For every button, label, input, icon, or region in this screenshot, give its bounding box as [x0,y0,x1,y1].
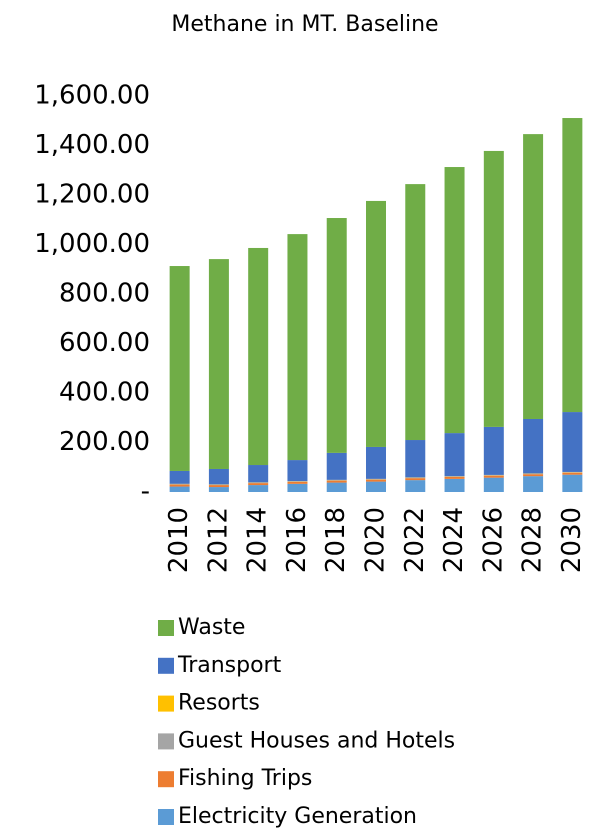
bar-segment [287,460,308,482]
y-tick-label: 400.00 [59,378,150,408]
bar-segment [523,474,544,477]
x-tick-label: 2018 [321,507,351,573]
legend-label: Transport [177,653,282,678]
bar-segment [248,465,269,483]
y-tick-label: 1,200.00 [34,180,150,210]
legend-swatch [158,733,174,750]
y-tick-label: - [141,477,150,507]
x-tick-label: 2024 [439,507,469,573]
bar-segment [366,479,386,482]
y-tick-label: 1,600.00 [34,81,150,111]
bar-segment [287,483,308,492]
x-tick-label: 2012 [203,507,233,573]
bar-segment [248,485,269,492]
bar-segment [562,118,583,413]
bar-segment [326,482,347,492]
y-tick-label: 1,000.00 [34,229,150,259]
x-tick-label: 2010 [164,507,194,573]
bar-segment [287,481,308,484]
bar-segment [208,468,229,485]
y-tick-label: 200.00 [59,427,150,457]
bar-segment [326,218,347,453]
bar-segment [523,476,544,492]
bar-segment [169,266,190,471]
bar-segment [444,433,465,477]
x-tick-label: 2030 [557,507,587,573]
x-tick-label: 2016 [282,507,312,573]
bar-segment [483,477,504,492]
bar-segment [366,446,386,479]
y-tick-label: 800.00 [59,279,150,309]
legend-swatch [158,620,174,636]
bar-segment [287,234,308,461]
bar-segment [248,483,269,486]
bar-segment [366,481,386,492]
bar-segment [326,480,347,483]
bar-segment [248,247,269,466]
legend-label: Guest Houses and Hotels [178,728,455,753]
bar-segment [208,485,229,488]
x-tick-label: 2026 [478,507,508,573]
bar-segment [483,475,504,478]
bar-segment [562,474,583,492]
chart-title: Methane in MT. Baseline [171,12,438,37]
legend-label: Waste [178,615,245,640]
bar-segment [444,476,465,479]
legend-swatch [158,657,174,674]
bar-segment [483,150,504,427]
legend-swatch [158,771,174,788]
legend-label: Fishing Trips [178,766,312,791]
bar-segment [169,486,190,492]
bar-segment [169,470,190,484]
bar-segment [523,418,544,474]
legend-swatch [158,809,174,825]
bar-segment [444,478,465,492]
legend-swatch [158,695,174,712]
bar-segment [523,134,544,419]
x-tick-label: 2014 [243,507,273,573]
bar-segment [405,184,426,441]
bar-segment [405,478,426,481]
x-tick-label: 2020 [361,507,391,573]
bar-segment [169,484,190,487]
bar-segment [405,480,426,492]
y-tick-label: 1,400.00 [34,130,150,160]
bar-segment [208,259,229,469]
y-tick-label: 600.00 [59,328,150,358]
bar-segment [483,426,504,475]
bar-segment [562,472,583,475]
legend-label: Electricity Generation [178,804,417,829]
bar-segment [366,200,386,447]
legend-label: Resorts [178,691,260,716]
bar-segment [405,440,426,478]
bar-segment [208,487,229,492]
x-tick-label: 2028 [518,507,548,573]
bar-segment [326,452,347,480]
bar-segment [562,412,583,472]
x-tick-label: 2022 [400,507,430,573]
bar-segment [444,167,465,434]
